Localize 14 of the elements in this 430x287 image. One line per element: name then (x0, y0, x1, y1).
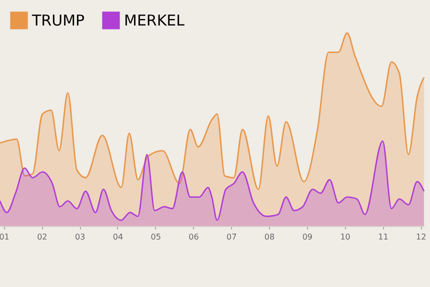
x-tick-label: 09 (302, 232, 313, 242)
x-tick-label: 05 (150, 232, 161, 242)
x-tick-label: 10 (340, 232, 350, 242)
x-tick-label: 04 (112, 232, 124, 242)
x-tick-label: 08 (264, 232, 275, 242)
x-tick-label: 02 (37, 232, 48, 242)
legend-label: MERKEL (124, 11, 186, 30)
x-tick-label: 03 (74, 232, 86, 242)
x-tick-label: 11 (378, 232, 388, 242)
x-tick-label: 01 (0, 232, 10, 242)
x-tick-label: 07 (226, 232, 237, 242)
x-tick-label: 12 (416, 232, 426, 242)
x-tick-label: 06 (188, 232, 199, 242)
legend-label: TRUMP (31, 11, 85, 30)
